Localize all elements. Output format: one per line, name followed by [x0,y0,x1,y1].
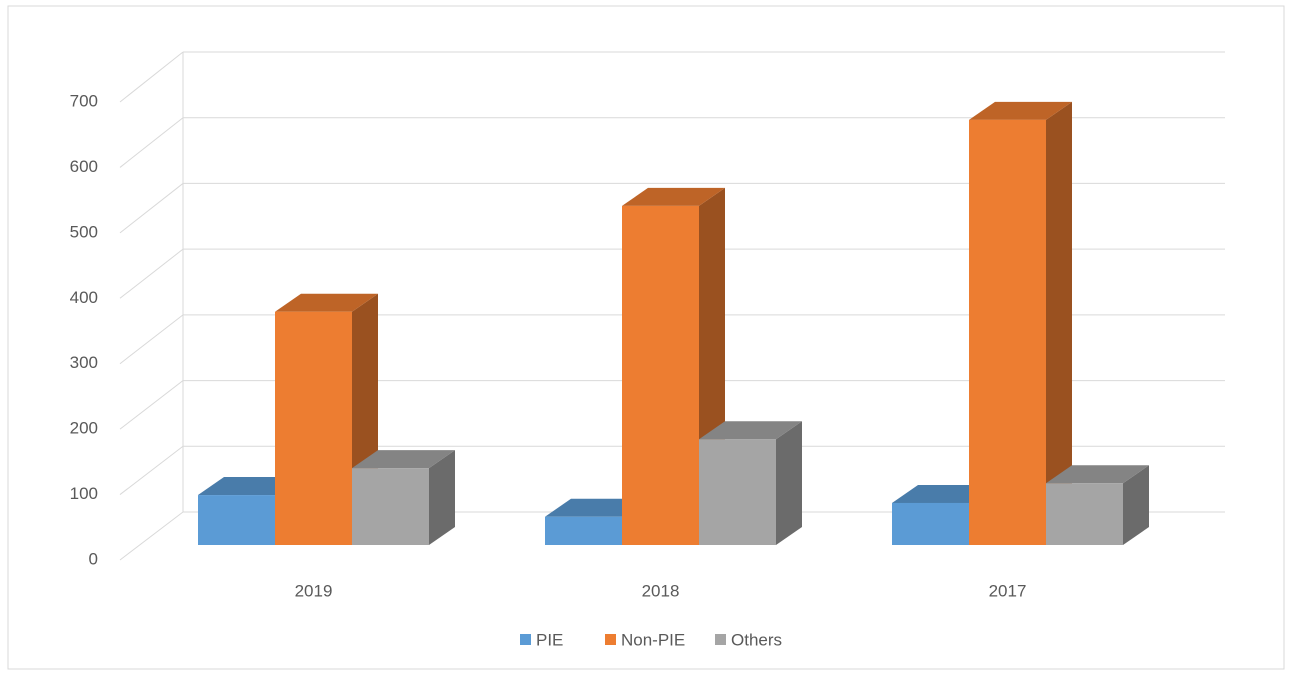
bar-top [699,421,802,440]
y-tick-label: 500 [70,222,98,241]
legend-swatch [520,634,531,645]
grid-line-side [119,445,184,495]
grid-line-side [119,117,184,168]
grid-line-side [119,380,184,430]
bar-side [1046,101,1072,545]
x-tick-label: 2019 [295,581,333,600]
y-tick-label: 200 [70,419,98,438]
bar [699,439,776,545]
bar-top [352,450,455,469]
bar [545,516,622,545]
legend-label: PIE [536,630,563,649]
bar [892,502,969,545]
bar [352,468,429,545]
legend-label: Others [731,630,782,649]
bar-side [1123,465,1149,545]
bar-top [969,101,1072,120]
y-tick-label: 100 [70,484,98,503]
bar [275,311,352,545]
bar [969,119,1046,545]
legend-label: Non-PIE [621,630,685,649]
y-tick-label: 400 [70,288,98,307]
bar [622,205,699,545]
bar-side [429,450,455,545]
x-tick-label: 2018 [642,581,680,600]
grid-line-side [119,51,184,103]
y-tick-label: 0 [89,549,98,568]
bar-top [1046,465,1149,484]
bar-top [275,293,378,312]
legend-swatch [605,634,616,645]
grid-line-side [119,248,184,299]
grid-line-side [119,183,184,234]
bar [1046,483,1123,545]
x-tick-label: 2017 [989,581,1027,600]
bar [198,495,275,545]
y-tick-label: 300 [70,353,98,372]
grid-line-side [119,511,184,561]
bar-top [622,187,725,206]
bar-side [776,421,802,545]
legend-swatch [715,634,726,645]
y-tick-label: 700 [70,91,98,110]
y-tick-label: 600 [70,157,98,176]
grid-line-side [119,314,184,365]
